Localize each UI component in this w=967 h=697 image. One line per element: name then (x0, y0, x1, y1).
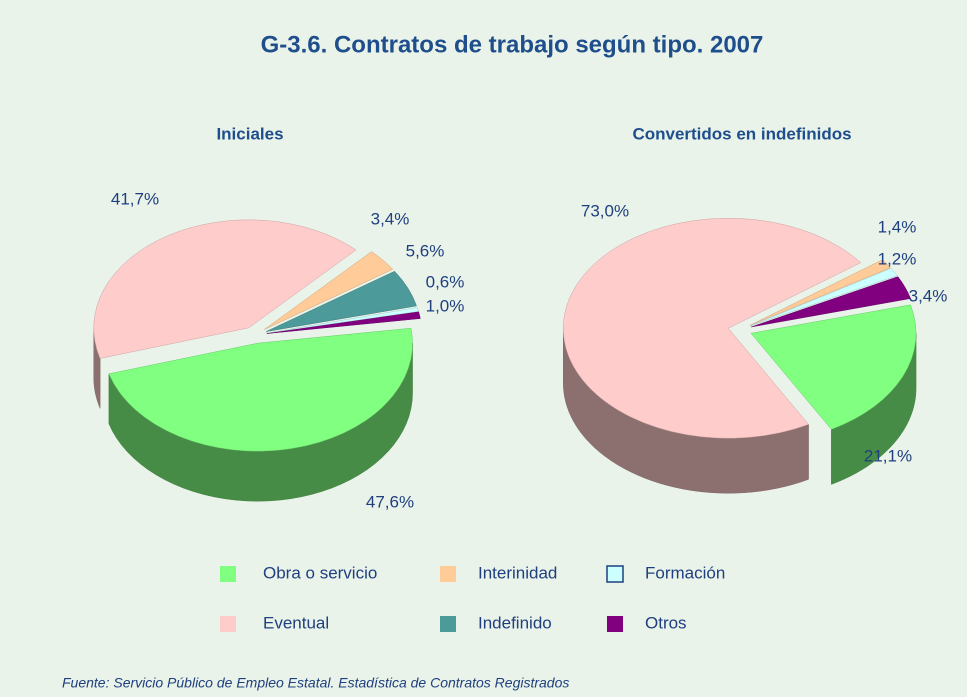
chart-title: G-3.6. Contratos de trabajo según tipo. … (261, 31, 764, 58)
legend-label: Indefinido (478, 613, 552, 632)
data-label: 73,0% (581, 201, 629, 220)
pie-slice (266, 307, 419, 334)
legend-swatch (606, 565, 624, 583)
pie-slice (93, 219, 357, 359)
data-label: 3,4% (371, 209, 410, 228)
data-label: 1,0% (426, 296, 465, 315)
pie-slice (266, 311, 421, 334)
data-label: 3,4% (909, 286, 948, 305)
data-label: 21,1% (864, 446, 912, 465)
pie-title: Convertidos en indefinidos (632, 124, 851, 143)
pie-slice (563, 218, 862, 439)
legend-swatch (220, 566, 236, 582)
data-label: 5,6% (406, 241, 445, 260)
legend-label: Formación (645, 563, 725, 582)
data-label: 47,6% (366, 492, 414, 511)
pie-slice (108, 327, 413, 452)
data-label: 0,6% (426, 272, 465, 291)
pie-slice (265, 270, 417, 332)
source-note: Fuente: Servicio Público de Empleo Estat… (62, 675, 569, 691)
pie-slice (749, 259, 891, 326)
legend-swatch (440, 616, 456, 632)
data-label: 41,7% (111, 189, 159, 208)
pie-title: Iniciales (216, 124, 283, 143)
legend-label: Obra o servicio (263, 563, 377, 582)
pie-slice (751, 276, 911, 328)
legend-label: Interinidad (478, 563, 557, 582)
data-label: 1,2% (878, 249, 917, 268)
legend-swatch (440, 566, 456, 582)
pie-slice (264, 251, 394, 330)
legend-swatch (607, 616, 623, 632)
legend-label: Otros (645, 613, 687, 632)
pie-slice (750, 268, 898, 327)
pie-slice (750, 304, 917, 430)
legend-swatch (220, 616, 236, 632)
legend-label: Eventual (263, 613, 329, 632)
data-label: 1,4% (878, 217, 917, 236)
